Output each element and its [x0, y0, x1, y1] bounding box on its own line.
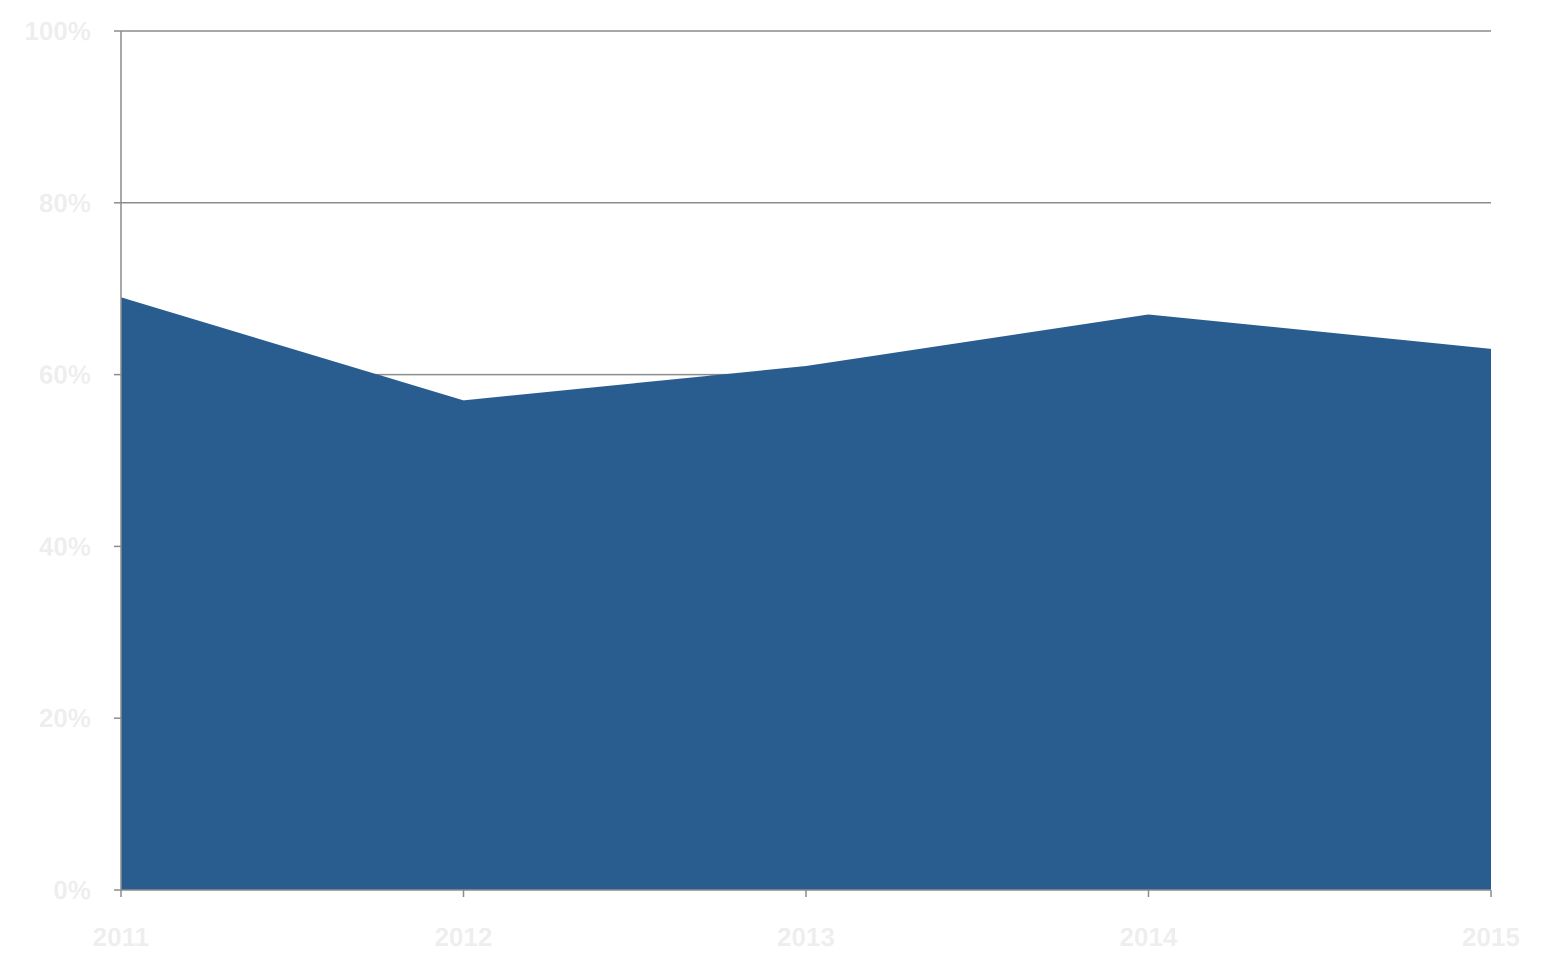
- y-tick-label: 20%: [39, 703, 91, 733]
- x-tick-label: 2013: [777, 922, 835, 952]
- x-tick-labels: 2011 2012 2013 2014 2015: [93, 922, 1520, 952]
- y-tick-label: 100%: [25, 16, 92, 46]
- x-tick-label: 2014: [1120, 922, 1178, 952]
- y-tick-label: 60%: [39, 360, 91, 390]
- y-tick-label: 40%: [39, 531, 91, 561]
- x-tick-label: 2011: [93, 922, 149, 952]
- x-tick-label: 2012: [435, 922, 493, 952]
- axes: [114, 30, 1492, 897]
- y-tick-labels: 0% 20% 40% 60% 80% 100%: [25, 16, 92, 905]
- y-tick-label: 80%: [39, 188, 91, 218]
- series-area-group: [121, 297, 1491, 890]
- x-tick-label: 2015: [1462, 922, 1520, 952]
- y-tick-label: 0%: [53, 875, 91, 905]
- series-area: [121, 297, 1491, 890]
